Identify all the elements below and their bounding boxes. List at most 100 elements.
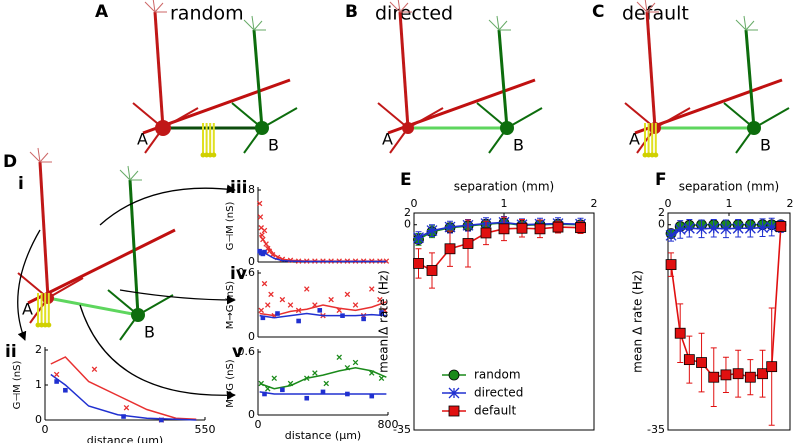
marker <box>377 296 383 303</box>
tuft <box>644 0 648 13</box>
y-axis-label: M→G (nS) <box>225 359 236 408</box>
tuft <box>745 20 755 31</box>
x-tick-label: 2 <box>591 197 598 210</box>
y-tick-label: 0 <box>658 218 665 231</box>
marker <box>744 371 756 383</box>
synapse-bouton <box>653 152 659 158</box>
x-tick-label: 0 <box>411 197 418 210</box>
panel-sublabel: i <box>18 174 24 194</box>
axon <box>47 296 139 317</box>
basal-dendrite <box>654 107 691 129</box>
diagram-title: random <box>170 3 244 25</box>
tuft <box>488 19 500 31</box>
marker <box>552 221 564 233</box>
marker <box>708 222 720 234</box>
x-tick-label: 550 <box>195 423 216 436</box>
soma <box>747 121 761 135</box>
y-tick-label: 0 <box>248 408 255 421</box>
marker <box>271 375 278 382</box>
y-axis-label: G⊣M (nS) <box>225 202 236 251</box>
legend-marker <box>448 405 460 417</box>
marker <box>683 222 695 234</box>
marker <box>444 243 456 255</box>
axon <box>27 228 176 305</box>
legend-label: default <box>474 404 517 418</box>
marker <box>345 391 350 397</box>
marker <box>744 222 756 234</box>
soma <box>131 308 145 322</box>
marker <box>352 302 359 308</box>
marker <box>361 316 366 322</box>
marker <box>54 379 59 384</box>
y-tick-label: -35 <box>647 423 665 436</box>
tuft <box>243 19 255 31</box>
marker <box>426 265 438 276</box>
series-line <box>50 356 197 421</box>
tuft <box>399 2 409 13</box>
tuft <box>253 20 263 31</box>
y-tick-label: 0 <box>35 413 42 426</box>
marker <box>344 291 351 298</box>
marker <box>720 223 732 235</box>
cell-label: B <box>268 136 279 155</box>
legend-label: random <box>474 368 521 382</box>
y-tick-label: 1 <box>35 378 42 391</box>
x-axis-label: separation (mm) <box>679 180 779 194</box>
panel-label: iv <box>230 264 247 284</box>
tuft <box>127 165 131 181</box>
tuft <box>129 170 139 181</box>
marker <box>766 361 778 373</box>
tuft <box>496 15 500 31</box>
y-tick-label: 8 <box>248 183 255 196</box>
apical-dendrite <box>153 11 165 129</box>
y-tick-label: 0 <box>404 218 411 231</box>
basal-dendrite <box>407 107 444 129</box>
marker <box>516 222 528 234</box>
marker <box>279 296 286 303</box>
synapse-bouton <box>39 322 45 328</box>
marker <box>261 227 268 234</box>
marker <box>674 327 686 339</box>
marker <box>328 296 334 303</box>
marker <box>444 221 456 233</box>
synapse-bouton <box>204 152 210 158</box>
marker <box>296 318 301 324</box>
marker <box>304 395 310 401</box>
marker <box>91 366 98 373</box>
tuft <box>735 19 747 31</box>
marker <box>312 370 318 376</box>
y-tick-label: 0.6 <box>238 266 256 279</box>
tuft <box>636 1 648 13</box>
marker <box>121 414 126 419</box>
apical-dendrite <box>497 29 509 129</box>
marker <box>264 302 271 308</box>
marker <box>262 391 267 397</box>
marker <box>268 291 274 298</box>
marker <box>317 308 323 313</box>
tuft <box>498 20 508 31</box>
marker <box>336 354 343 361</box>
marker <box>426 225 438 237</box>
soma <box>255 121 269 135</box>
synapse-bouton <box>649 152 655 158</box>
panel-label: ii <box>5 342 17 362</box>
synapse-bouton <box>207 152 213 158</box>
synapse-bouton <box>42 322 48 328</box>
x-axis-label: separation (mm) <box>454 180 554 194</box>
y-axis-label: mean Δ rate (Hz) <box>631 270 645 373</box>
panel-label: B <box>345 2 358 22</box>
x-tick-label: 0 <box>42 423 49 436</box>
marker <box>256 200 263 207</box>
y-tick-label: 2 <box>35 343 42 356</box>
tuft <box>397 0 401 13</box>
marker <box>696 357 707 368</box>
y-tick-label: 2 <box>404 206 411 219</box>
marker <box>462 238 474 249</box>
y-tick-label: 0.6 <box>238 345 256 358</box>
marker <box>258 307 265 314</box>
y-axis-label: M→G (nS) <box>225 281 236 330</box>
cell-label: B <box>760 136 771 155</box>
marker <box>757 368 768 380</box>
synapse-bouton <box>35 322 41 328</box>
y-axis-label: G⊣M (nS) <box>12 361 23 410</box>
